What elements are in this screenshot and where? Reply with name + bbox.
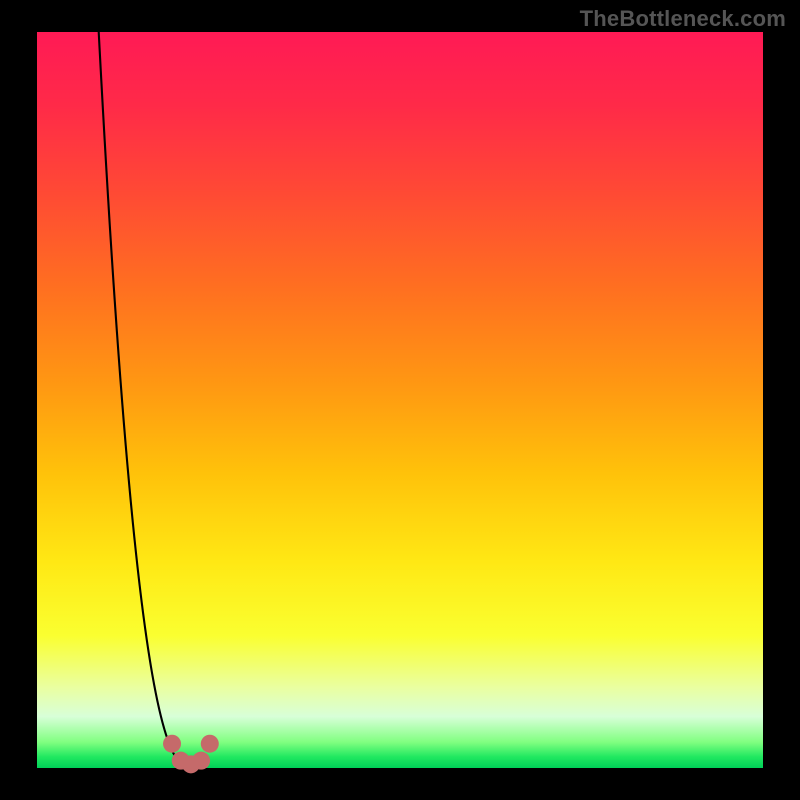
watermark-text: TheBottleneck.com — [580, 6, 786, 32]
plot-background — [37, 32, 763, 768]
valley-dot — [192, 752, 210, 770]
valley-dot — [201, 735, 219, 753]
bottleneck-chart — [0, 0, 800, 800]
chart-container: { "watermark": "TheBottleneck.com", "cha… — [0, 0, 800, 800]
valley-dot — [163, 735, 181, 753]
